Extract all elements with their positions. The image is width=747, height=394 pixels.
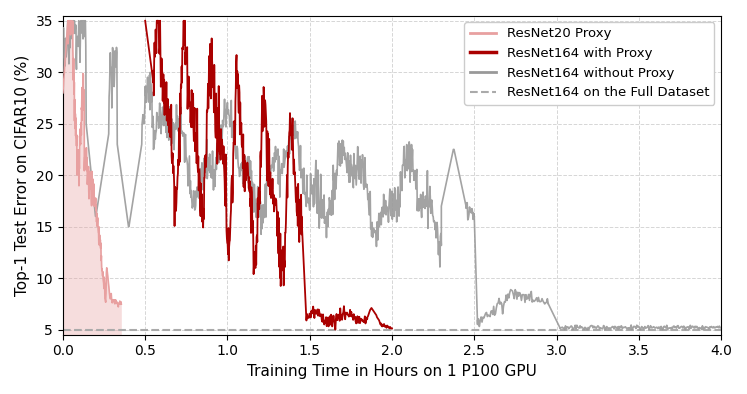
Legend: ResNet20 Proxy, ResNet164 with Proxy, ResNet164 without Proxy, ResNet164 on the : ResNet20 Proxy, ResNet164 with Proxy, Re…: [465, 22, 714, 104]
X-axis label: Training Time in Hours on 1 P100 GPU: Training Time in Hours on 1 P100 GPU: [247, 364, 537, 379]
Y-axis label: Top-1 Test Error on CIFAR10 (%): Top-1 Test Error on CIFAR10 (%): [15, 54, 30, 296]
